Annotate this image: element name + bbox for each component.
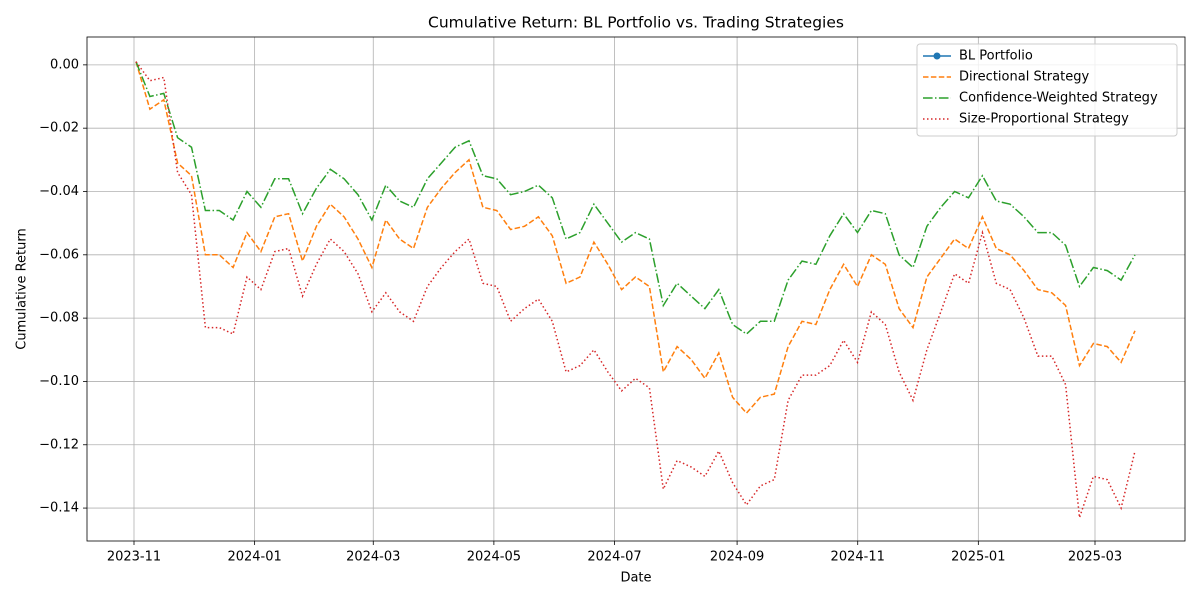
y-tick-label: −0.08 — [39, 311, 79, 326]
x-tick-label: 2024-03 — [346, 550, 400, 565]
y-axis-label: Cumulative Return — [15, 228, 30, 349]
legend-label: Confidence-Weighted Strategy — [959, 91, 1158, 106]
x-tick-label: 2024-01 — [227, 550, 281, 565]
series-line — [135, 61, 1136, 335]
y-tick-label: −0.14 — [39, 501, 79, 516]
legend-label: BL Portfolio — [959, 49, 1033, 64]
x-tick-label: 2024-09 — [710, 550, 764, 565]
series-line — [135, 61, 1136, 518]
y-tick-label: 0.00 — [50, 57, 79, 72]
x-tick-label: 2025-03 — [1068, 550, 1122, 565]
legend-marker — [933, 52, 941, 60]
legend: BL Portfolio Directional Strategy Confiden… — [916, 43, 1178, 137]
x-tick-label: 2023-11 — [107, 550, 161, 565]
y-tick-label: −0.04 — [39, 184, 79, 199]
series-line — [135, 61, 1136, 415]
legend-box — [916, 43, 1178, 137]
chart-title: Cumulative Return: BL Portfolio vs. Trad… — [428, 14, 844, 32]
legend-label: Size-Proportional Strategy — [959, 112, 1129, 127]
plot — [135, 61, 1136, 518]
x-axis-label: Date — [620, 571, 651, 586]
x-tick-label: 2024-11 — [831, 550, 885, 565]
legend-label: Directional Strategy — [959, 70, 1089, 85]
plot-frame — [86, 36, 1186, 542]
y-tick-label: −0.12 — [39, 437, 79, 452]
y-tick-label: −0.02 — [39, 121, 79, 136]
y-tick-label: −0.10 — [39, 374, 79, 389]
x-tick-label: 2024-07 — [587, 550, 641, 565]
y-tick-label: −0.06 — [39, 247, 79, 262]
grid: 0.00 −0.02 −0.04 −0.06 −0.08 −0.10 −0.12 −0.14 2… — [39, 37, 1185, 565]
x-tick-label: 2024-05 — [467, 550, 521, 565]
x-tick-label: 2025-01 — [951, 550, 1005, 565]
